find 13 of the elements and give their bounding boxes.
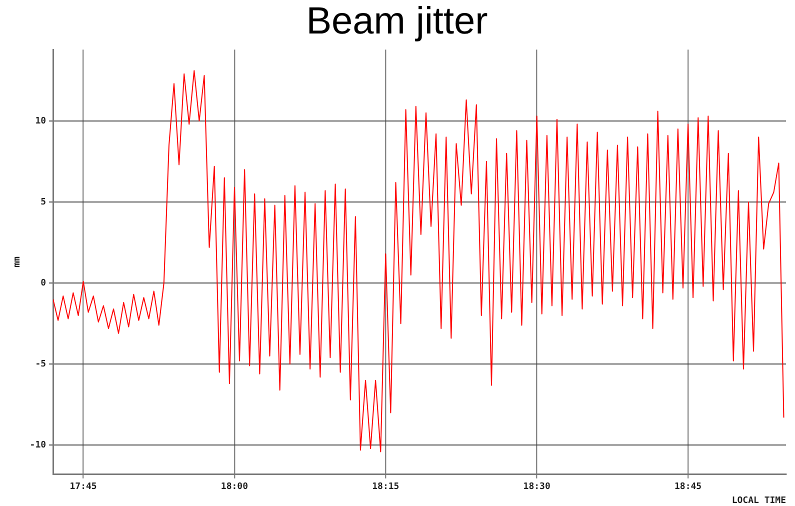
- x-tick-label: 17:45: [70, 482, 97, 492]
- y-tick-label: 10: [35, 116, 46, 126]
- y-tick-label: -10: [30, 440, 46, 451]
- y-tick-label: 5: [40, 197, 46, 208]
- y-axis-title: mm: [12, 256, 23, 268]
- x-tick-label: 18:30: [523, 482, 550, 492]
- y-tick-label: -5: [35, 359, 46, 370]
- x-tick-label: 18:00: [220, 482, 248, 492]
- x-tick-label: 18:15: [372, 482, 400, 492]
- chart-title: Beam jitter: [306, 0, 488, 42]
- y-tick-label: 0: [40, 278, 46, 288]
- x-tick-label: 18:45: [674, 482, 702, 492]
- x-axis-title: LOCAL TIME: [732, 496, 786, 506]
